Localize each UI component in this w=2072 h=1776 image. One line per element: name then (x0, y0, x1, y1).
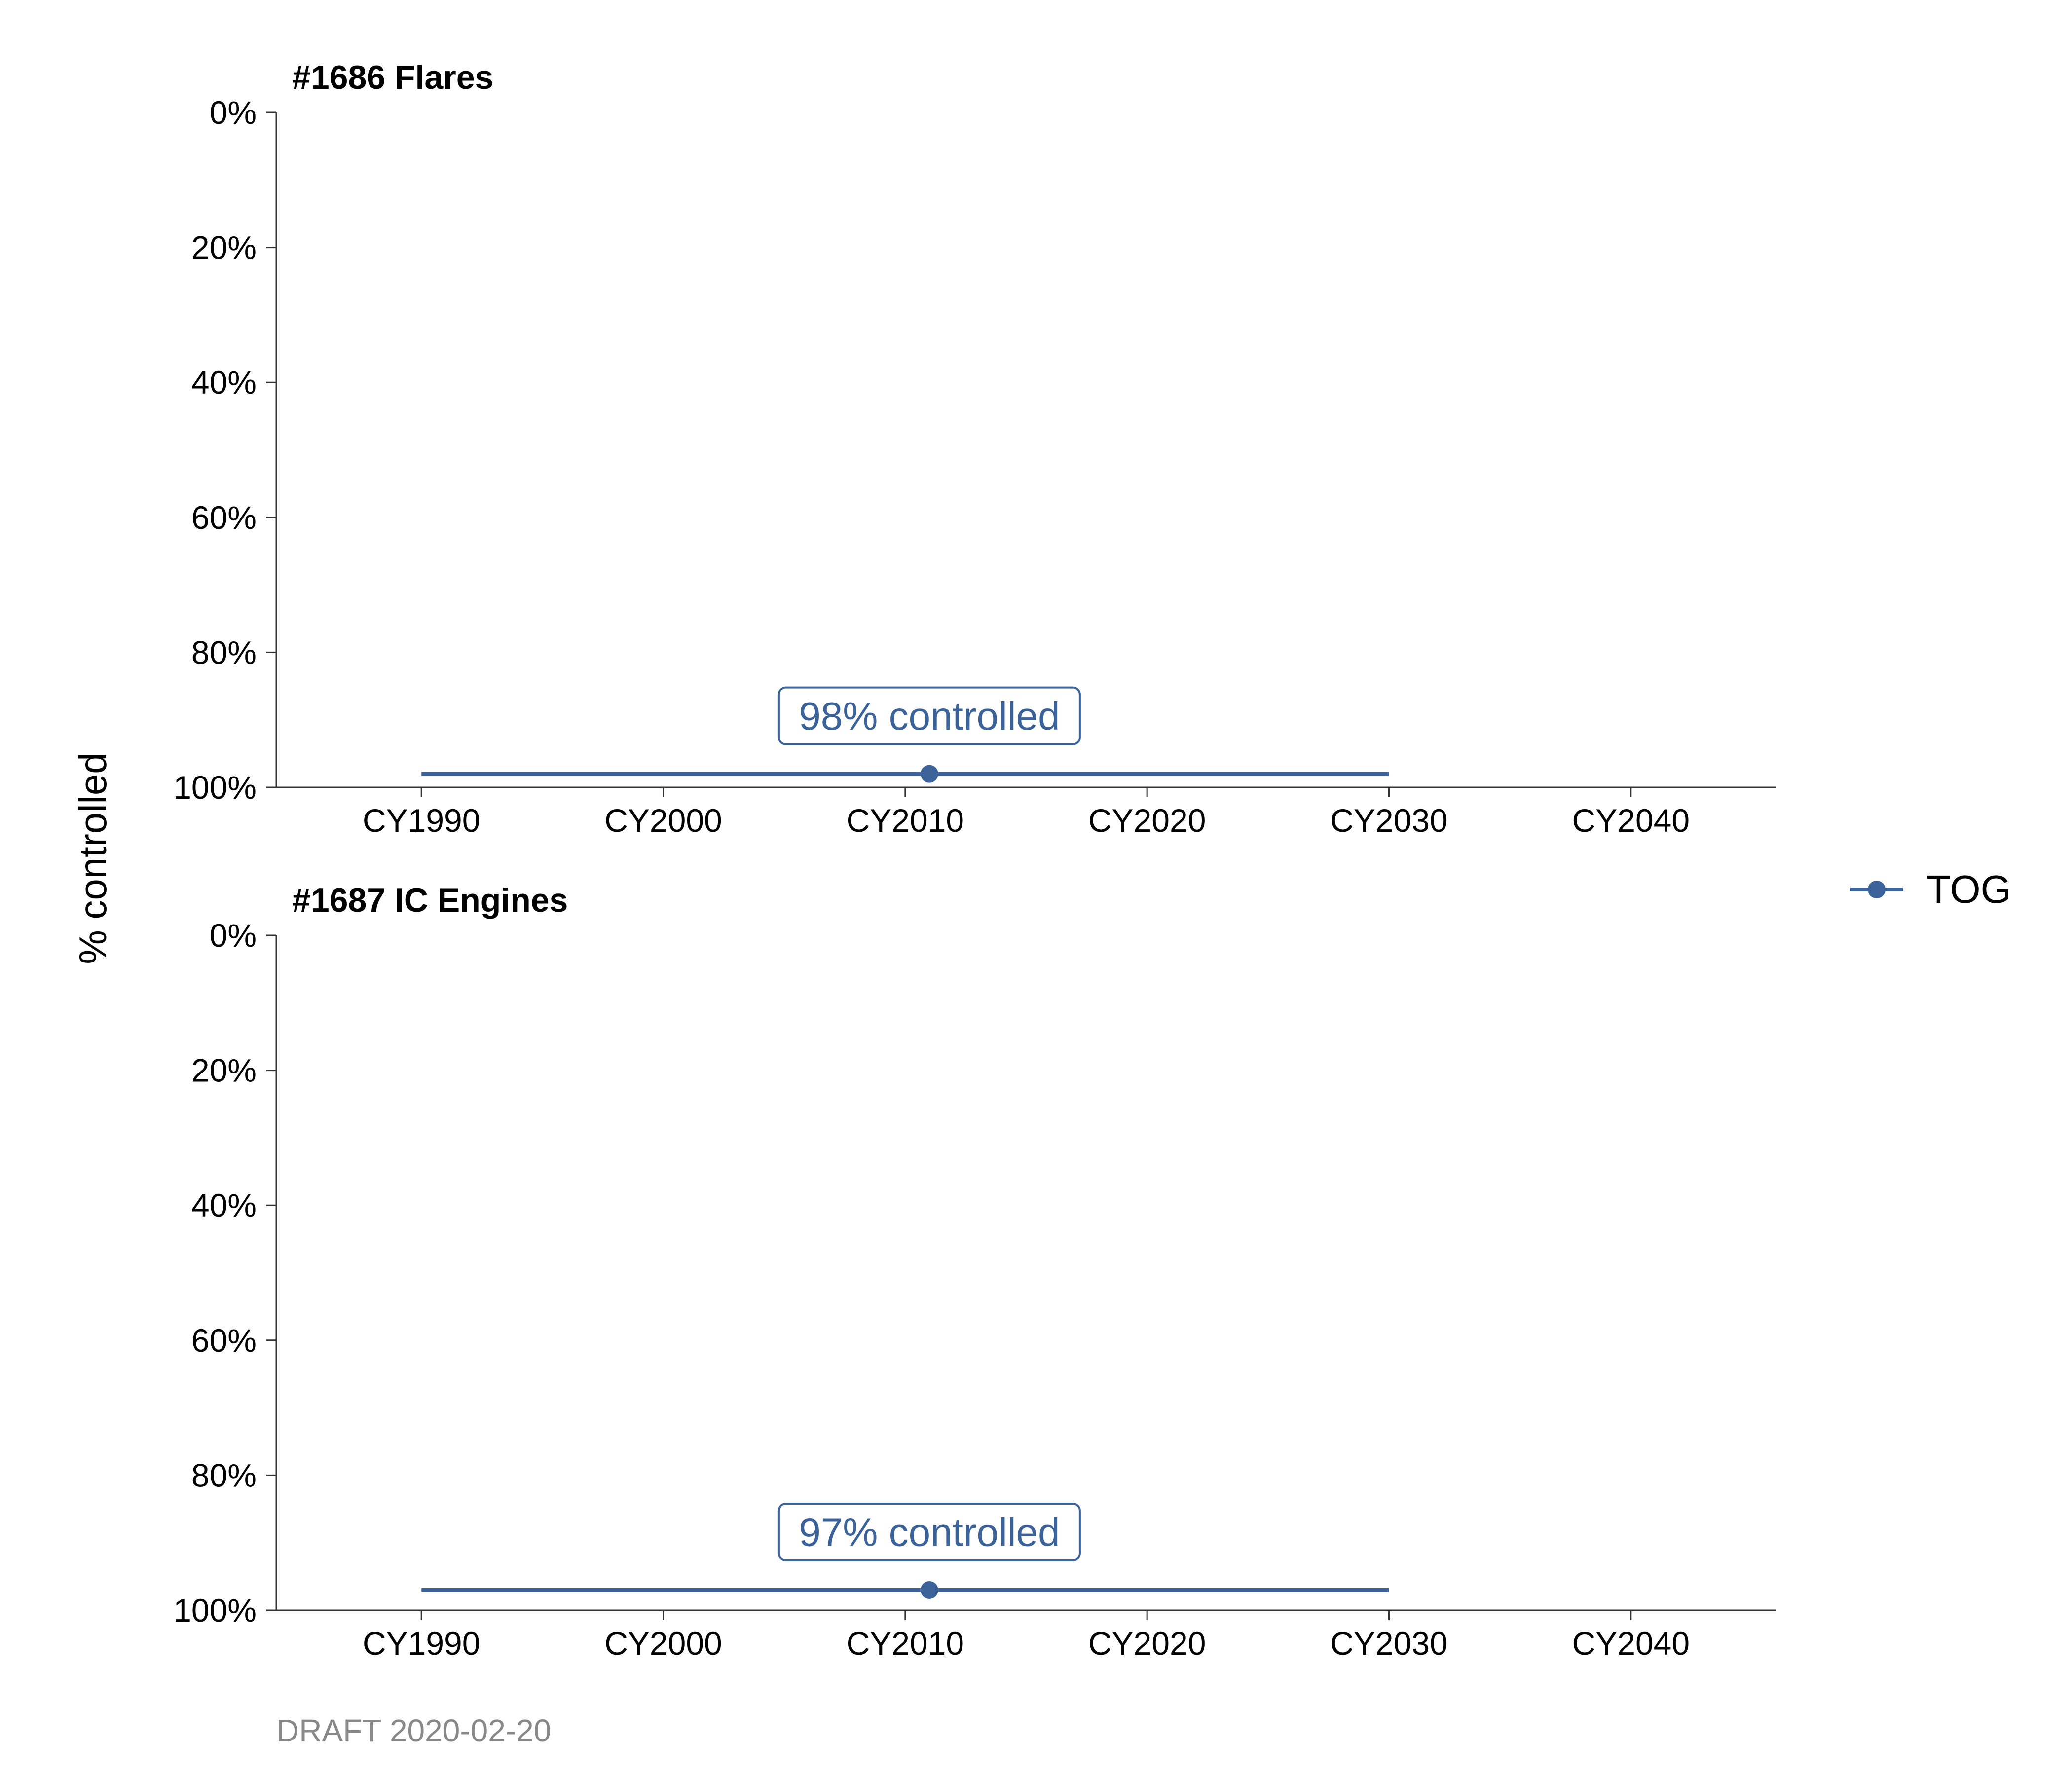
panel-ic-engines: #1687 IC Engines 0% 20% 40% 60% 80% 100% CY1990… (173, 882, 1776, 1662)
draft-caption: DRAFT 2020-02-20 (276, 1713, 551, 1748)
y-tick-label: 60% (191, 1322, 257, 1359)
panel-title: #1686 Flares (292, 59, 493, 96)
panel-title: #1687 IC Engines (292, 882, 568, 919)
y-tick-label: 40% (191, 364, 257, 401)
y-axis-title: % controlled (71, 752, 114, 964)
annotation-box (777, 686, 1081, 745)
annotation-label: 97% controlled (799, 1510, 1060, 1554)
x-tick-label: CY2010 (847, 802, 964, 839)
legend-label-tog: TOG (1926, 867, 2011, 911)
legend-key-point (1868, 881, 1886, 898)
annotation-label: 98% controlled (799, 694, 1060, 738)
x-tick-label: CY2010 (847, 1625, 964, 1662)
y-tick-label: 80% (191, 1457, 257, 1493)
x-tick-label: CY1990 (363, 802, 481, 839)
x-tick-label: CY2030 (1330, 1625, 1448, 1662)
y-tick-label: 40% (191, 1187, 257, 1223)
tog-data-point (920, 1581, 938, 1599)
y-tick-label: 0% (210, 917, 257, 954)
annotation-box (777, 1502, 1081, 1561)
x-tick-label: CY2040 (1572, 1625, 1690, 1662)
y-tick-label: 20% (191, 229, 257, 266)
x-tick-label: CY2030 (1330, 802, 1448, 839)
y-tick-label: 100% (173, 1592, 257, 1628)
tog-data-point (920, 765, 938, 783)
y-tick-label: 80% (191, 634, 257, 670)
panel-flares: #1686 Flares 0% 20% 40% 60% 80% 100% CY1990 CY20… (173, 59, 1776, 839)
legend: TOG (1850, 867, 2011, 911)
x-tick-label: CY2000 (604, 802, 722, 839)
x-tick-label: CY2020 (1088, 1625, 1206, 1662)
x-tick-label: CY2000 (604, 1625, 722, 1662)
x-tick-label: CY2020 (1088, 802, 1206, 839)
y-tick-label: 60% (191, 499, 257, 536)
y-tick-label: 20% (191, 1052, 257, 1089)
y-tick-label: 100% (173, 769, 257, 806)
y-tick-label: 0% (210, 94, 257, 131)
x-tick-label: CY2040 (1572, 802, 1690, 839)
x-tick-label: CY1990 (363, 1625, 481, 1662)
